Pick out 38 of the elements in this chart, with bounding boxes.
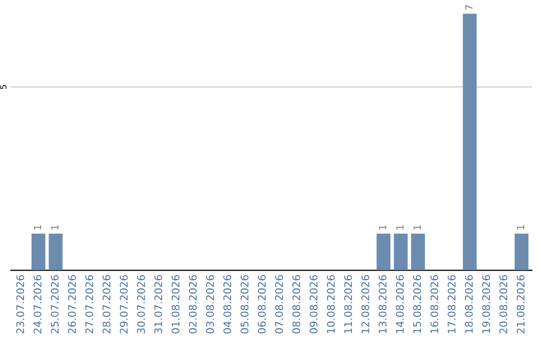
data-label: 1 — [396, 225, 404, 230]
x-tick-label: 09.08.2026 — [310, 275, 318, 334]
x-tick-label: 04.08.2026 — [223, 275, 232, 334]
x-tick-label: 26.07.2026 — [68, 275, 76, 334]
data-label: 1 — [379, 225, 386, 230]
x-tick-label: 30.07.2026 — [137, 275, 145, 334]
x-tick-label: 28.07.2026 — [102, 275, 110, 334]
x-tick-label: 14.08.2026 — [396, 275, 404, 333]
x-tick-label: 23.07.2026 — [16, 275, 24, 334]
x-tick-label: 31.07.2026 — [154, 275, 162, 334]
data-label: 1 — [34, 225, 42, 230]
x-tick-label: 24.07.2026 — [34, 275, 42, 334]
x-tick-label: 03.08.2026 — [206, 275, 214, 334]
x-tick-label: 15.08.2026 — [413, 275, 422, 333]
x-tick-label: 05.08.2026 — [240, 275, 248, 334]
x-tick-label: 17.08.2026 — [448, 275, 456, 333]
x-tick-label: 25.07.2026 — [50, 275, 59, 334]
data-label: 1 — [414, 225, 421, 230]
data-label: 1 — [51, 225, 58, 230]
x-tick-label: 13.08.2026 — [378, 275, 387, 333]
x-tick-label: 07.08.2026 — [275, 275, 283, 334]
data-label: 1 — [517, 225, 524, 230]
x-tick-label: 16.08.2026 — [430, 275, 438, 333]
x-tick-label: 18.08.2026 — [464, 275, 473, 333]
x-tick-label: 20.08.2026 — [499, 275, 508, 334]
x-tick-label: 06.08.2026 — [258, 275, 266, 334]
x-tick-label: 11.08.2026 — [344, 275, 352, 333]
x-tick-label: 08.08.2026 — [292, 275, 300, 334]
x-tick-label: 02.08.2026 — [188, 275, 197, 334]
x-tick-label: 10.08.2026 — [326, 275, 335, 333]
x-tick-label: 29.07.2026 — [120, 275, 128, 334]
x-tick-label: 19.08.2026 — [482, 275, 490, 333]
x-tick-label: 01.08.2026 — [172, 275, 180, 334]
y-tick-label: 5 — [0, 85, 6, 89]
x-tick-label: 12.08.2026 — [361, 275, 370, 333]
x-tick-label: 27.07.2026 — [85, 275, 94, 334]
x-tick-label: 21.08.2026 — [516, 275, 525, 334]
data-label: 7 — [465, 5, 472, 10]
